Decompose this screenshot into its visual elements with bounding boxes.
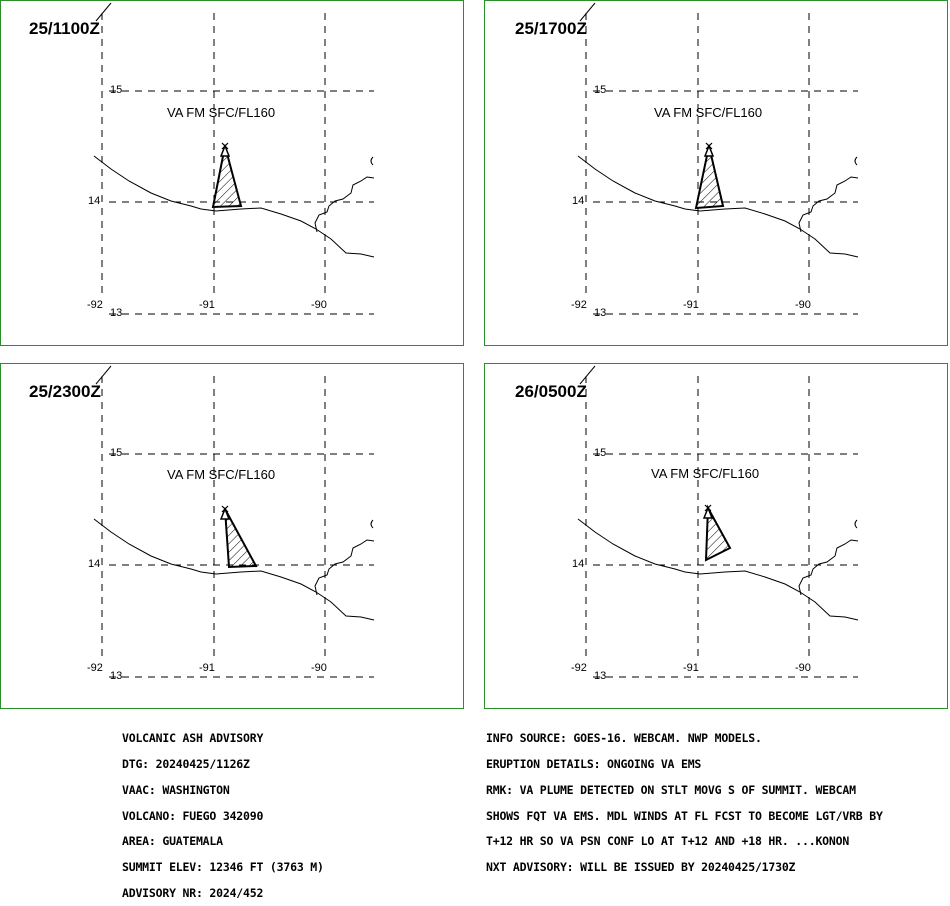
ash-layer-label: VA FM SFC/FL160 xyxy=(651,466,760,481)
lat-label-15: 15 xyxy=(594,447,607,459)
lat-label-15: 15 xyxy=(594,84,607,96)
remark-line: SHOWS FQT VA EMS. MDL WINDS AT FL FCST T… xyxy=(486,808,883,823)
ash-plume-polygon xyxy=(704,504,732,562)
remark-line: T+12 HR SO VA PSN CONF LO AT T+12 AND +1… xyxy=(486,834,850,849)
lat-label-14: 14 xyxy=(572,558,585,570)
lon-label-91: -91 xyxy=(199,299,215,311)
summit-x-icon xyxy=(221,505,229,513)
lat-label-13: 13 xyxy=(110,670,123,682)
advisory-line: AREA: GUATEMALA xyxy=(122,834,223,849)
coastline xyxy=(577,518,859,621)
ash-plume-polygon xyxy=(694,145,725,210)
map-panel-3: 25/2300Z VA FM SFC/FL160 15 14 13 -92 -9… xyxy=(0,363,464,709)
coastline-east xyxy=(798,539,859,596)
lon-label-90: -90 xyxy=(311,299,327,311)
ash-plume-polygon xyxy=(224,508,258,569)
lat-label-14: 14 xyxy=(88,558,101,570)
panel-time: 25/2300Z xyxy=(29,382,101,401)
lon-label-90: -90 xyxy=(311,662,327,674)
remark-line: INFO SOURCE: GOES-16. WEBCAM. NWP MODELS… xyxy=(486,731,762,746)
volcano-triangle-icon xyxy=(703,143,715,157)
map-panel-2: 25/1700Z VA FM SFC/FL160 15 14 13 -92 -9… xyxy=(484,0,948,346)
remark-line: RMK: VA PLUME DETECTED ON STLT MOVG S OF… xyxy=(486,782,856,797)
volcano-triangle-icon xyxy=(702,505,714,519)
corner-tick xyxy=(95,2,112,22)
coastline-east xyxy=(314,176,375,233)
ash-layer-label: VA FM SFC/FL160 xyxy=(167,467,276,482)
remark-line: NXT ADVISORY: WILL BE ISSUED BY 20240425… xyxy=(486,860,796,875)
volcano-triangle-icon xyxy=(219,143,231,157)
lon-label-91: -91 xyxy=(683,299,699,311)
island-mark xyxy=(854,156,858,166)
coastline xyxy=(93,155,375,258)
panel-time: 26/0500Z xyxy=(515,382,587,401)
map-canvas xyxy=(93,365,375,678)
advisory-line: ADVISORY NR: 2024/452 xyxy=(122,885,264,900)
corner-tick xyxy=(579,365,596,385)
lat-label-13: 13 xyxy=(594,307,607,319)
ash-layer-label: VA FM SFC/FL160 xyxy=(167,105,276,120)
lat-label-13: 13 xyxy=(110,307,123,319)
lon-label-92: -92 xyxy=(571,662,587,674)
corner-tick xyxy=(95,365,112,385)
map-panel-4: 26/0500Z VA FM SFC/FL160 15 14 13 -92 -9… xyxy=(484,363,948,709)
lat-label-14: 14 xyxy=(572,195,585,207)
lat-label-15: 15 xyxy=(110,84,123,96)
panel-time: 25/1100Z xyxy=(29,19,100,38)
coastline-east xyxy=(314,539,375,596)
corner-tick xyxy=(579,2,596,22)
lon-label-90: -90 xyxy=(795,662,811,674)
coastline-east xyxy=(798,176,859,233)
island-mark xyxy=(370,156,374,166)
summit-x-icon xyxy=(221,142,229,150)
ash-layer-label: VA FM SFC/FL160 xyxy=(654,105,763,120)
lon-label-91: -91 xyxy=(199,662,215,674)
lon-label-92: -92 xyxy=(87,662,103,674)
lat-label-13: 13 xyxy=(594,670,607,682)
summit-x-icon xyxy=(705,142,713,150)
lon-label-92: -92 xyxy=(87,299,103,311)
lon-label-92: -92 xyxy=(571,299,587,311)
island-mark xyxy=(370,519,374,529)
advisory-line: DTG: 20240425/1126Z xyxy=(122,756,250,771)
volcano-triangle-icon xyxy=(219,506,231,520)
advisory-line: VOLCANIC ASH ADVISORY xyxy=(122,731,264,746)
coastline xyxy=(93,518,375,621)
lon-label-90: -90 xyxy=(795,299,811,311)
ash-plume-polygon xyxy=(211,145,243,209)
map-canvas xyxy=(577,2,859,315)
map-canvas xyxy=(577,365,859,678)
remark-line: ERUPTION DETAILS: ONGOING VA EMS xyxy=(486,756,702,771)
map-panel-1: 25/1100Z VA FM SFC/FL160 15 14 13 -92 -9… xyxy=(0,0,464,346)
island-mark xyxy=(854,519,858,529)
advisory-remarks: INFO SOURCE: GOES-16. WEBCAM. NWP MODELS… xyxy=(486,717,883,880)
advisory-line: VAAC: WASHINGTON xyxy=(122,782,230,797)
panel-time: 25/1700Z xyxy=(515,19,587,38)
lat-label-15: 15 xyxy=(110,447,123,459)
advisory-line: VOLCANO: FUEGO 342090 xyxy=(122,808,264,823)
advisory-line: SUMMIT ELEV: 12346 FT (3763 M) xyxy=(122,860,324,875)
coastline xyxy=(577,155,859,258)
summit-x-icon xyxy=(704,504,712,512)
lat-label-14: 14 xyxy=(88,195,101,207)
lon-label-91: -91 xyxy=(683,662,699,674)
map-canvas xyxy=(93,2,375,315)
